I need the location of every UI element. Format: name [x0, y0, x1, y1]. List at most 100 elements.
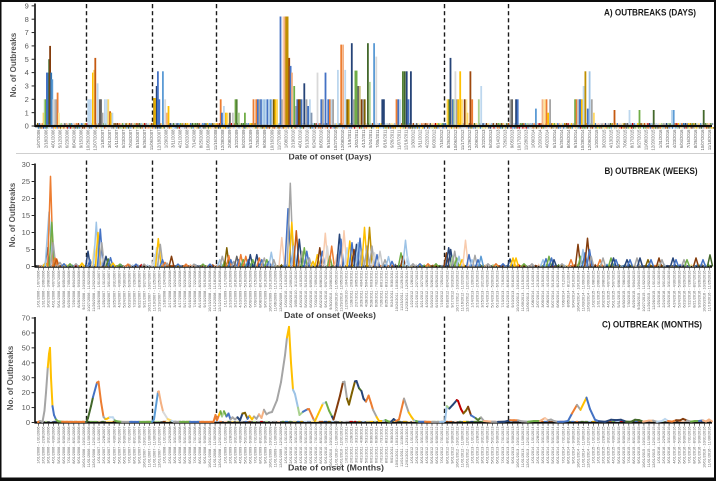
svg-text:1/11/2009 - 1/17/2009: 1/11/2009 - 1/17/2009 [223, 271, 227, 308]
svg-text:8/06/2014: 8/06/2014 [566, 129, 571, 148]
svg-text:8/08/2009 - 8/14/2009: 8/08/2009 - 8/14/2009 [259, 271, 263, 308]
svg-text:12/01/2015 - 12/31/2015: 12/01/2015 - 12/31/2015 [652, 427, 656, 468]
svg-text:5/20/2012 - 5/26/2012: 5/20/2012 - 5/26/2012 [430, 271, 434, 308]
svg-text:1/01/2016 - 1/31/2016: 1/01/2016 - 1/31/2016 [657, 427, 661, 464]
svg-text:4: 4 [25, 68, 29, 77]
svg-text:2/27/2011 - 3/05/2011: 2/27/2011 - 3/05/2011 [354, 271, 358, 308]
svg-text:1/29/2008: 1/29/2008 [163, 129, 168, 148]
svg-text:4/01/2006 - 4/07/2006: 4/01/2006 - 4/07/2006 [52, 271, 56, 308]
svg-text:4/01/2011 - 4/30/2011: 4/01/2011 - 4/30/2011 [360, 427, 364, 464]
svg-text:1/25/2016 - 1/31/2016: 1/25/2016 - 1/31/2016 [657, 271, 661, 308]
svg-text:1/20/2015: 1/20/2015 [594, 129, 599, 148]
svg-text:6/01/2013 - 6/30/2013: 6/01/2013 - 6/30/2013 [496, 427, 500, 464]
svg-text:9/26/2007: 9/26/2007 [142, 129, 147, 148]
svg-text:No. of Outbreaks: No. of Outbreaks [6, 345, 15, 410]
svg-text:40: 40 [22, 358, 30, 367]
svg-text:10/01/2014 - 10/31/2014: 10/01/2014 - 10/31/2014 [576, 427, 580, 468]
svg-text:12/26/2015 - 1/01/2016: 12/26/2015 - 1/01/2016 [652, 271, 656, 310]
svg-text:6/14/2013: 6/14/2013 [495, 129, 500, 148]
svg-text:10/01/2011 - 10/31/2011: 10/01/2011 - 10/31/2011 [395, 427, 399, 468]
svg-text:2/01/2007 - 2/28/2007: 2/01/2007 - 2/28/2007 [102, 427, 106, 464]
svg-text:0: 0 [26, 418, 30, 427]
svg-text:1/04/2010 - 1/10/2010: 1/04/2010 - 1/10/2010 [284, 271, 288, 308]
svg-text:7/06/2014 - 7/12/2014: 7/06/2014 - 7/12/2014 [561, 271, 565, 308]
svg-text:11/27/2009: 11/27/2009 [276, 129, 281, 150]
svg-text:4/20/2012 - 4/26/2012: 4/20/2012 - 4/26/2012 [425, 271, 429, 308]
svg-text:6/01/2010 - 6/30/2010: 6/01/2010 - 6/30/2010 [309, 427, 313, 464]
svg-text:5/24/2016 - 5/30/2016: 5/24/2016 - 5/30/2016 [677, 271, 681, 308]
svg-text:6/23/2007 - 6/29/2007: 6/23/2007 - 6/29/2007 [127, 271, 131, 308]
svg-text:1/31/2016: 1/31/2016 [658, 129, 663, 148]
svg-text:6: 6 [25, 42, 29, 51]
svg-text:6/30/2015 - 7/06/2015: 6/30/2015 - 7/06/2015 [622, 271, 626, 308]
svg-text:10/01/2012 - 10/31/2012: 10/01/2012 - 10/31/2012 [455, 427, 459, 468]
svg-text:7/16/2016: 7/16/2016 [686, 129, 691, 148]
svg-text:12/26/2006 - 1/01/2007: 12/26/2006 - 1/01/2007 [97, 271, 101, 310]
svg-text:7/19/2012 - 7/25/2012: 7/19/2012 - 7/25/2012 [440, 271, 444, 308]
svg-text:1/01/2010 - 1/31/2010: 1/01/2010 - 1/31/2010 [284, 427, 288, 464]
svg-text:1/08/2010: 1/08/2010 [283, 129, 288, 148]
svg-text:3/01/2007 - 3/31/2007: 3/01/2007 - 3/31/2007 [107, 427, 111, 464]
svg-text:Date of onset (Months): Date of onset (Months) [288, 464, 384, 473]
svg-text:6/16/2008 - 6/22/2008: 6/16/2008 - 6/22/2008 [188, 271, 192, 308]
svg-text:6/01/2012 - 6/30/2012: 6/01/2012 - 6/30/2012 [435, 427, 439, 464]
svg-text:7/01/2016 - 7/31/2016: 7/01/2016 - 7/31/2016 [687, 427, 691, 464]
svg-text:3/01/2015 - 3/31/2015: 3/01/2015 - 3/31/2015 [607, 427, 611, 464]
svg-text:4/01/2006 - 4/30/2006: 4/01/2006 - 4/30/2006 [52, 427, 56, 464]
svg-text:8/15/2007: 8/15/2007 [135, 129, 140, 148]
svg-text:1/22/2012 - 1/28/2012: 1/22/2012 - 1/28/2012 [410, 271, 414, 308]
svg-text:5/25/2015: 5/25/2015 [615, 129, 620, 148]
svg-text:3/29/2011 - 4/04/2011: 3/29/2011 - 4/04/2011 [360, 271, 364, 308]
svg-text:6/24/2010: 6/24/2010 [312, 129, 317, 148]
svg-text:5/01/2008 - 5/31/2008: 5/01/2008 - 5/31/2008 [183, 427, 187, 464]
svg-text:70: 70 [22, 314, 30, 323]
svg-text:3/25/2016 - 3/31/2016: 3/25/2016 - 3/31/2016 [667, 271, 671, 308]
svg-text:9/01/2014 - 9/30/2014: 9/01/2014 - 9/30/2014 [571, 427, 575, 464]
svg-text:8/04/2006: 8/04/2006 [72, 129, 77, 148]
svg-text:9/01/2011 - 9/30/2011: 9/01/2011 - 9/30/2011 [390, 427, 394, 464]
svg-text:1/08/2014 - 1/14/2014: 1/08/2014 - 1/14/2014 [531, 271, 535, 308]
svg-text:9/01/2006 - 9/30/2006: 9/01/2006 - 9/30/2006 [77, 427, 81, 464]
svg-text:11/01/2007 - 11/30/2007: 11/01/2007 - 11/30/2007 [148, 427, 152, 468]
svg-text:4/21/2008: 4/21/2008 [178, 129, 183, 148]
svg-text:2/23/2007 - 3/01/2007: 2/23/2007 - 3/01/2007 [107, 271, 111, 308]
svg-text:2/18/2006: 2/18/2006 [43, 129, 48, 148]
svg-text:8/01/2015 - 8/31/2015: 8/01/2015 - 8/31/2015 [632, 427, 636, 464]
svg-text:2: 2 [25, 95, 29, 104]
svg-text:2/01/2009 - 2/28/2009: 2/01/2009 - 2/28/2009 [228, 427, 232, 464]
svg-text:11/23/2011 - 11/29/2011: 11/23/2011 - 11/29/2011 [400, 271, 404, 311]
svg-text:11/06/2007: 11/06/2007 [149, 129, 154, 150]
svg-text:8/14/2008 - 8/20/2008: 8/14/2008 - 8/20/2008 [198, 271, 202, 308]
svg-text:2/01/2010 - 2/28/2010: 2/01/2010 - 2/28/2010 [289, 427, 293, 464]
svg-text:9/20/2016 - 9/26/2016: 9/20/2016 - 9/26/2016 [698, 271, 702, 308]
svg-text:8/12/2013 - 8/18/2013: 8/12/2013 - 8/18/2013 [506, 271, 510, 308]
svg-text:10/01/2006 - 10/31/2006: 10/01/2006 - 10/31/2006 [82, 427, 86, 468]
svg-text:8/01/2011 - 8/31/2011: 8/01/2011 - 8/31/2011 [385, 427, 389, 464]
svg-text:2/01/2015 - 2/28/2015: 2/01/2015 - 2/28/2015 [602, 427, 606, 464]
svg-text:7/09/2009 - 7/15/2009: 7/09/2009 - 7/15/2009 [254, 271, 258, 308]
svg-text:9/01/2008 - 9/30/2008: 9/01/2008 - 9/30/2008 [203, 427, 207, 464]
svg-text:7/04/2007: 7/04/2007 [128, 129, 133, 148]
svg-text:2/01/2016 - 2/29/2016: 2/01/2016 - 2/29/2016 [662, 427, 666, 464]
svg-text:12/01/2014 - 12/31/2014: 12/01/2014 - 12/31/2014 [587, 427, 591, 468]
svg-text:5/01/2016 - 5/31/2016: 5/01/2016 - 5/31/2016 [677, 427, 681, 464]
svg-text:No. of Outbreaks: No. of Outbreaks [8, 182, 17, 247]
svg-text:12/01/2006 - 12/31/2006: 12/01/2006 - 12/31/2006 [92, 427, 96, 468]
svg-text:3/09/2014 - 3/15/2014: 3/09/2014 - 3/15/2014 [541, 271, 545, 308]
svg-text:5/07/2014 - 5/13/2014: 5/07/2014 - 5/13/2014 [551, 271, 555, 308]
svg-text:2/03/2010 - 2/09/2010: 2/03/2010 - 2/09/2010 [289, 271, 293, 308]
svg-text:6/23/2006: 6/23/2006 [65, 129, 70, 148]
svg-text:3/01/2009 - 3/31/2009: 3/01/2009 - 3/31/2009 [233, 427, 237, 464]
svg-text:6/01/2006 - 6/30/2006: 6/01/2006 - 6/30/2006 [62, 427, 66, 464]
svg-text:8/26/2016: 8/26/2016 [693, 129, 698, 148]
svg-text:6/01/2011 - 6/30/2011: 6/01/2011 - 6/30/2011 [375, 427, 379, 464]
svg-text:3/01/2011 - 3/31/2011: 3/01/2011 - 3/31/2011 [354, 427, 358, 464]
svg-text:7/01/2009 - 7/31/2009: 7/01/2009 - 7/31/2009 [254, 427, 258, 464]
svg-text:0: 0 [25, 122, 29, 131]
svg-text:11/06/2009 - 11/12/2009: 11/06/2009 - 11/12/2009 [274, 271, 278, 312]
svg-text:9: 9 [25, 1, 29, 10]
svg-text:5/01/2011 - 5/31/2011: 5/01/2011 - 5/31/2011 [365, 427, 369, 464]
svg-text:5/12/2006: 5/12/2006 [57, 129, 62, 148]
svg-text:1/01/2014 - 1/31/2014: 1/01/2014 - 1/31/2014 [531, 427, 535, 464]
svg-text:11/01/2013 - 11/30/2013: 11/01/2013 - 11/30/2013 [521, 427, 525, 468]
